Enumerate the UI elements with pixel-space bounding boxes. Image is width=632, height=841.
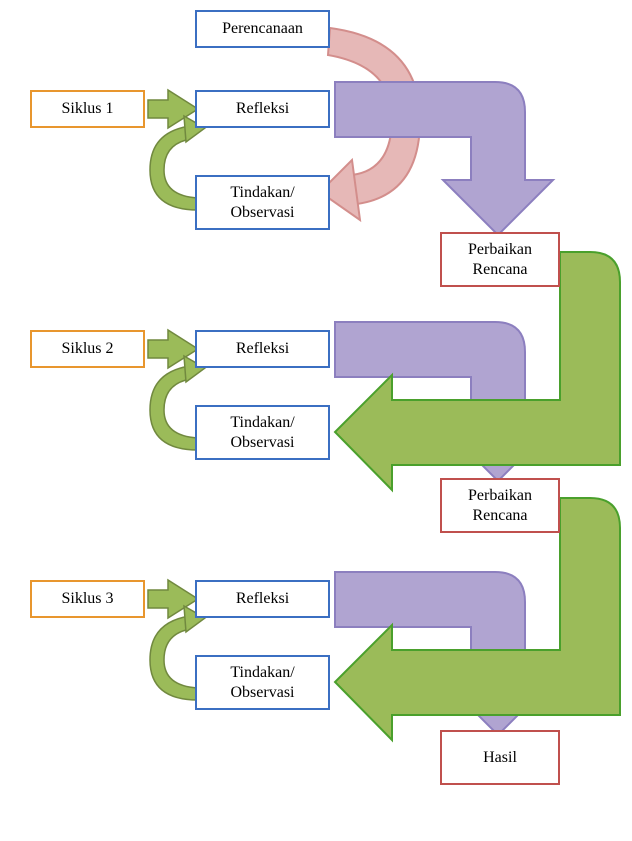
node-perencanaan: Perencanaan	[195, 10, 330, 48]
node-label: Hasil	[483, 748, 517, 767]
node-label: Refleksi	[236, 339, 289, 358]
node-refleksi-3: Refleksi	[195, 580, 330, 618]
node-tindakan-2: Tindakan/ Observasi	[195, 405, 330, 460]
node-siklus-1: Siklus 1	[30, 90, 145, 128]
node-refleksi-1: Refleksi	[195, 90, 330, 128]
node-tindakan-3: Tindakan/ Observasi	[195, 655, 330, 710]
node-refleksi-2: Refleksi	[195, 330, 330, 368]
node-label: Perbaikan Rencana	[468, 240, 532, 278]
node-label: Tindakan/ Observasi	[230, 413, 294, 451]
node-label: Siklus 1	[61, 99, 113, 118]
node-label: Siklus 3	[61, 589, 113, 608]
node-label: Tindakan/ Observasi	[230, 663, 294, 701]
node-label: Refleksi	[236, 589, 289, 608]
node-label: Refleksi	[236, 99, 289, 118]
node-label: Siklus 2	[61, 339, 113, 358]
node-perbaikan-2: Perbaikan Rencana	[440, 478, 560, 533]
node-siklus-3: Siklus 3	[30, 580, 145, 618]
node-perbaikan-1: Perbaikan Rencana	[440, 232, 560, 287]
node-siklus-2: Siklus 2	[30, 330, 145, 368]
node-label: Tindakan/ Observasi	[230, 183, 294, 221]
node-hasil: Hasil	[440, 730, 560, 785]
node-tindakan-1: Tindakan/ Observasi	[195, 175, 330, 230]
node-label: Perbaikan Rencana	[468, 486, 532, 524]
node-label: Perencanaan	[222, 19, 303, 38]
arrow-purple-1	[335, 82, 553, 235]
